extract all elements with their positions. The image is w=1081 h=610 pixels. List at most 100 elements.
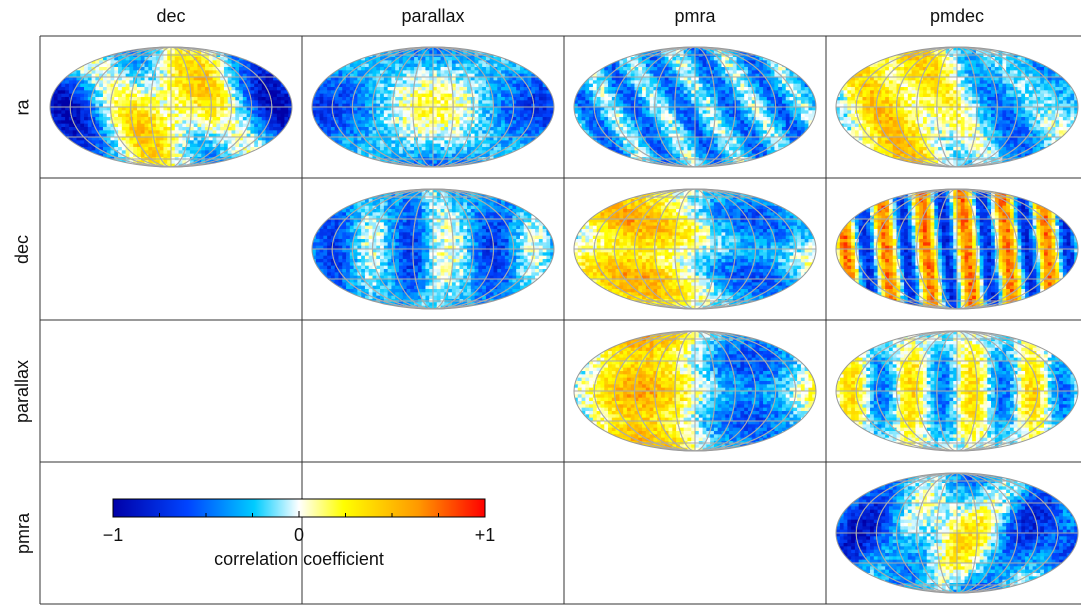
- sky-map-cell: [327, 113, 332, 118]
- sky-map-cell: [342, 150, 347, 155]
- sky-map-cell: [451, 147, 457, 151]
- sky-map-cell: [535, 127, 540, 131]
- sky-map-cell: [205, 123, 210, 128]
- sky-map-cell: [57, 120, 62, 125]
- sky-map-cell: [368, 130, 374, 135]
- sky-map-cell: [182, 107, 187, 111]
- sky-map-cell: [436, 160, 442, 165]
- sky-map-cell: [512, 93, 517, 98]
- sky-map-cell: [68, 123, 74, 128]
- sky-map-cell: [269, 160, 274, 165]
- sky-map-cell: [152, 130, 157, 135]
- sky-map-cell: [516, 157, 521, 161]
- sky-map-cell: [451, 87, 457, 91]
- sky-map-cell: [91, 60, 96, 65]
- sky-map-cell: [91, 83, 96, 88]
- sky-map-cell: [470, 130, 476, 135]
- sky-map-cell: [425, 60, 430, 65]
- sky-map-cell: [489, 160, 495, 165]
- sky-map-cell: [246, 130, 252, 135]
- sky-map-cell: [284, 120, 289, 125]
- sky-map-cell: [406, 73, 411, 78]
- sky-map-cell: [330, 67, 336, 71]
- sky-map-cell: [99, 57, 104, 61]
- sky-map-cell: [676, 60, 681, 65]
- sky-map-cell: [220, 90, 225, 95]
- sky-map-cell: [361, 77, 366, 81]
- sky-map-cell: [280, 87, 286, 91]
- sky-map-cell: [812, 50, 816, 55]
- sky-map-cell: [395, 73, 400, 78]
- sky-map-cell: [455, 120, 461, 125]
- sky-map-cell: [250, 80, 255, 85]
- sky-map-cell: [254, 120, 259, 125]
- sky-map-cell: [163, 83, 168, 88]
- sky-map-cell: [451, 67, 457, 71]
- sky-map-cell: [212, 130, 217, 135]
- sky-map-cell: [334, 53, 340, 58]
- sky-map-cell: [91, 110, 96, 115]
- sky-map-cell: [65, 113, 70, 118]
- sky-map-cell: [227, 147, 233, 151]
- sky-map-cell: [99, 140, 104, 145]
- sky-map-cell: [361, 137, 366, 141]
- sky-map-cell: [459, 87, 464, 91]
- sky-map-cell: [497, 117, 502, 121]
- sky-map-cell: [208, 53, 214, 58]
- sky-map-cell: [182, 47, 187, 51]
- sky-map-cell: [319, 150, 324, 155]
- sky-map-cell: [110, 107, 115, 111]
- sky-map-cell: [395, 87, 400, 91]
- sky-map-cell: [361, 133, 366, 138]
- sky-map-cell: [114, 120, 119, 125]
- sky-map-cell: [212, 117, 217, 121]
- sky-map-cell: [99, 120, 104, 125]
- sky-map-cell: [235, 147, 240, 151]
- sky-map-cell: [387, 77, 393, 81]
- sky-map-cell: [406, 53, 411, 58]
- sky-map-cell: [642, 57, 647, 61]
- sky-map-cell: [155, 117, 161, 121]
- sky-map-cell: [163, 90, 168, 95]
- sky-map-cell: [338, 60, 343, 65]
- sky-map-cell: [167, 117, 172, 121]
- sky-map-cell: [125, 67, 131, 71]
- sky-map-cell: [535, 103, 540, 108]
- sky-map-cell: [174, 63, 180, 68]
- sky-map-cell: [368, 103, 374, 108]
- sky-map-cell: [535, 70, 540, 75]
- sky-map-cell: [125, 110, 131, 115]
- sky-map-cell: [276, 80, 282, 85]
- sky-map-cell: [436, 83, 442, 88]
- sky-map-cell: [342, 90, 347, 95]
- sky-map-cell: [429, 47, 434, 51]
- sky-map-cell: [470, 87, 476, 91]
- sky-map-cell: [527, 60, 532, 65]
- sky-map-cell: [425, 97, 430, 101]
- sky-map-cell: [133, 90, 138, 95]
- sky-map-cell: [125, 163, 131, 167]
- sky-map-cell: [133, 97, 138, 101]
- sky-map-cell: [288, 80, 292, 85]
- sky-map-cell: [504, 107, 510, 111]
- sky-map-cell: [239, 107, 244, 111]
- sky-map-cell: [280, 53, 286, 58]
- sky-map-cell: [470, 127, 476, 131]
- sky-map-cell: [174, 127, 180, 131]
- sky-map-cell: [186, 97, 191, 101]
- sky-map-cell: [402, 97, 408, 101]
- sky-map-cell: [740, 60, 745, 65]
- sky-map-cell: [538, 160, 544, 165]
- sky-map-cell: [110, 150, 115, 155]
- sky-map-cell: [159, 73, 165, 78]
- sky-map-cell: [261, 140, 267, 145]
- sky-map-cell: [391, 57, 396, 61]
- sky-map-cell: [72, 133, 78, 138]
- sky-map-cell: [546, 90, 551, 95]
- sky-map-cell: [546, 57, 551, 61]
- sky-map-cell: [550, 57, 554, 61]
- sky-map-cell: [770, 50, 776, 55]
- sky-map-cell: [349, 163, 355, 167]
- sky-map-cell: [519, 130, 525, 135]
- sky-map-cell: [535, 143, 540, 148]
